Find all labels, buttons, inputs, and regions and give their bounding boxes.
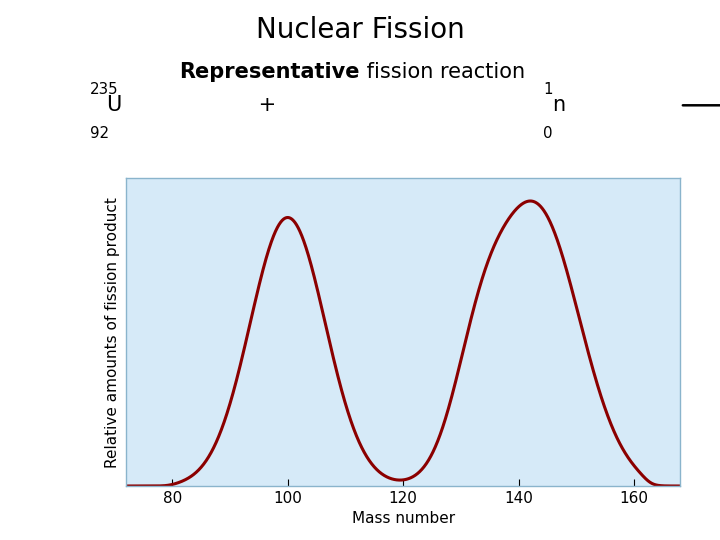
Y-axis label: Relative amounts of fission product: Relative amounts of fission product [105, 197, 120, 468]
Text: n: n [553, 94, 566, 114]
Text: 1: 1 [544, 83, 553, 98]
Text: 92: 92 [90, 126, 109, 141]
Text: Representative: Representative [179, 62, 360, 82]
Text: fission reaction: fission reaction [360, 62, 525, 82]
Text: U: U [106, 94, 121, 114]
Text: +: + [252, 94, 282, 114]
Text: 0: 0 [544, 126, 553, 141]
Text: 235: 235 [90, 83, 119, 98]
Text: Nuclear Fission: Nuclear Fission [256, 16, 464, 44]
X-axis label: Mass number: Mass number [351, 511, 455, 526]
